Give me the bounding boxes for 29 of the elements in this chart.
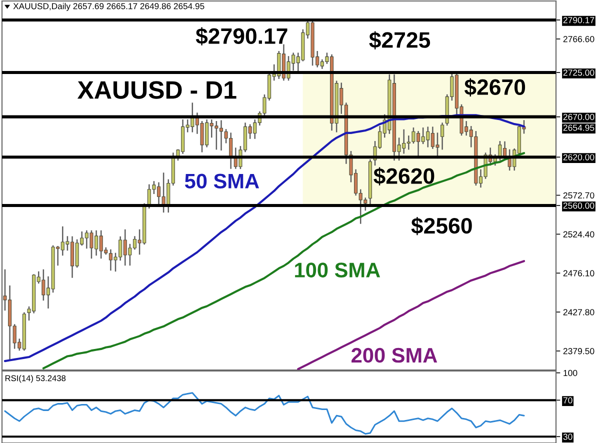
y-tick-label: 2620.00 bbox=[563, 154, 594, 160]
y-tick-label: 2427.80 bbox=[563, 309, 594, 316]
candlestick bbox=[440, 122, 444, 150]
y-tick-label: 30 bbox=[563, 434, 572, 440]
ref-line-label: $2620 bbox=[374, 167, 434, 186]
series-label: 100 SMA bbox=[295, 262, 380, 278]
chart-title: XAUUSD,Daily 2657.69 2665.17 2649.86 2654.95 bbox=[13, 2, 204, 11]
chart-title: RSI(14) 53.2438 bbox=[5, 375, 66, 383]
legend-label: $2670 bbox=[464, 78, 526, 96]
line-series bbox=[297, 260, 526, 370]
ref-line-label: $2790.17 bbox=[196, 27, 288, 46]
text: 2654.95 bbox=[563, 124, 594, 131]
line-series bbox=[4, 114, 526, 362]
ref-line-label: $2725 bbox=[369, 31, 430, 50]
y-tick-label: 2524.40 bbox=[563, 231, 594, 238]
y-tick-label: 100 bbox=[564, 370, 578, 376]
y-tick-label: 2790.17 bbox=[563, 17, 594, 24]
y-tick-label: 2476.10 bbox=[563, 270, 594, 276]
text: XAUUSD - D1 bbox=[77, 81, 236, 99]
y-tick-label: 2766.60 bbox=[563, 36, 594, 42]
line-series bbox=[4, 392, 525, 435]
series-label: 200 SMA bbox=[352, 348, 438, 363]
y-tick-label: 2379.50 bbox=[563, 348, 594, 354]
ref-line-label: $2560 bbox=[411, 216, 472, 236]
y-tick-label: 2560.00 bbox=[563, 202, 594, 209]
y-tick-label: 2572.70 bbox=[563, 192, 594, 199]
series-label: 50 SMA bbox=[184, 174, 260, 189]
y-tick-label: 2670.00 bbox=[563, 114, 594, 120]
y-tick-label: 70 bbox=[563, 397, 572, 404]
